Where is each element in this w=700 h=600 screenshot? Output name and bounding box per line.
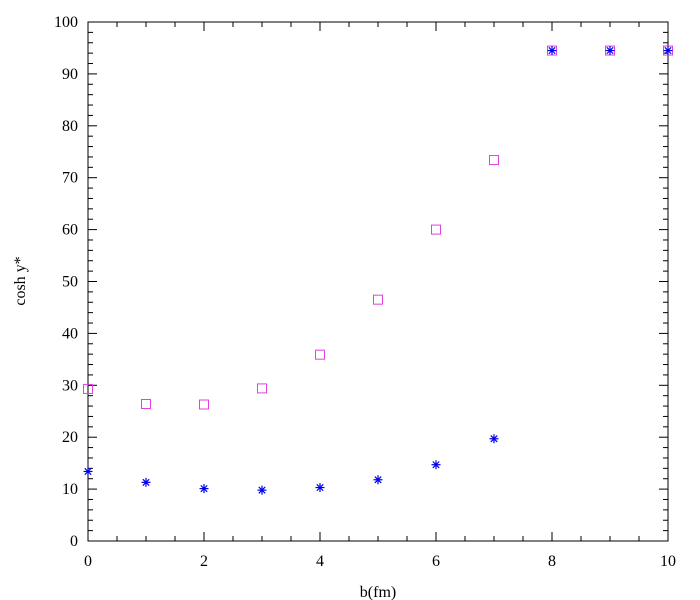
y-tick-label: 60 [62,222,78,239]
square-point [431,224,441,235]
asterisk-point [373,475,383,485]
tick-labels: 0 10 20 30 40 50 60 70 80 90 100 0 2 4 6 8 10 [54,14,676,570]
asterisk-point [431,460,441,470]
asterisk-point [257,485,267,495]
asterisk-point [315,483,325,493]
asterisk-point [547,46,557,56]
y-tick-label: 0 [70,533,78,550]
y-axis-label: cosh y* [12,256,29,305]
y-tick-label: 90 [62,66,78,83]
asterisk-point [199,484,209,494]
x-tick-label: 10 [660,553,676,570]
y-tick-label: 30 [62,377,78,394]
square-point [83,383,93,394]
asterisk-point [489,434,499,444]
x-tick-label: 2 [200,553,208,570]
square-point [257,383,267,394]
y-tick-label: 80 [62,118,78,135]
square-point [373,294,383,305]
tick-marks [87,21,669,542]
square-point [489,155,499,166]
square-point [141,398,151,409]
asterisk-point [141,477,151,487]
y-tick-label: 70 [62,170,78,187]
y-tick-label: 50 [62,274,78,291]
x-tick-label: 0 [84,553,92,570]
square-point [199,399,209,410]
y-tick-label: 20 [62,429,78,446]
x-tick-label: 6 [432,553,440,570]
x-tick-label: 4 [316,553,324,570]
asterisk-point [663,46,673,56]
square-point [315,349,325,360]
y-tick-label: 40 [62,325,78,342]
data-points [83,45,673,495]
asterisk-point [605,46,615,56]
x-axis-label: b(fm) [360,584,396,600]
asterisk-point [83,466,93,476]
y-tick-label: 100 [54,14,78,31]
x-tick-label: 8 [548,553,556,570]
plot-frame [87,21,669,542]
y-tick-label: 10 [62,481,78,498]
